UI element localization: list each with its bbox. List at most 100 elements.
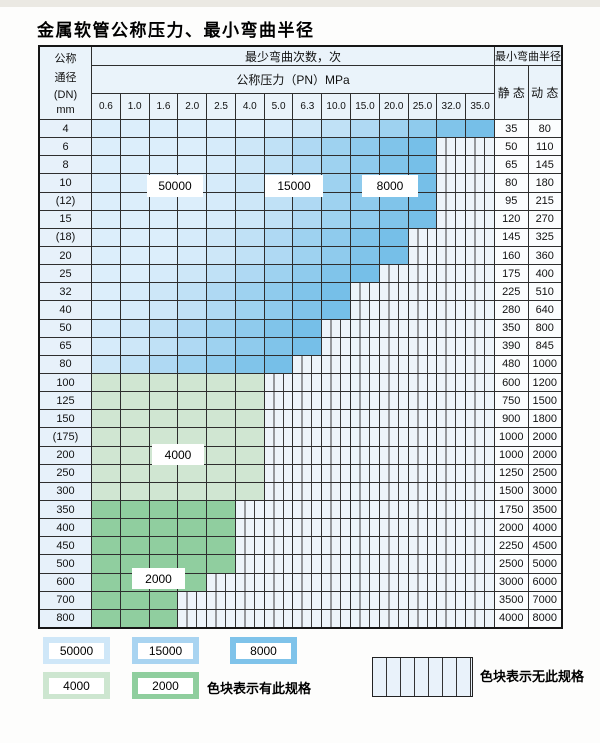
- spec-unavailable-cell: [264, 591, 294, 609]
- spec-available-cell: [178, 428, 208, 446]
- spec-unavailable-cell: [437, 464, 467, 482]
- spec-unavailable-cell: [351, 591, 380, 609]
- table-row: 80 480 1000: [40, 355, 561, 374]
- dynamic-radius-cell: 1500: [528, 392, 561, 410]
- table-row: 4 35 80: [40, 120, 561, 139]
- spec-unavailable-cell: [351, 464, 380, 482]
- spec-unavailable-cell: [264, 464, 294, 482]
- spec-unavailable-cell: [466, 482, 494, 500]
- static-radius-cell: 4000: [495, 609, 529, 627]
- spec-unavailable-cell: [379, 519, 409, 537]
- spec-unavailable-cell: [379, 265, 409, 283]
- dn-header: 公称 通径 (DN) mm: [40, 47, 92, 119]
- spec-available-cell: [207, 500, 236, 519]
- spec-available-cell: [178, 337, 208, 355]
- spec-unavailable-cell: [293, 355, 323, 373]
- pressure-zone: [92, 609, 495, 627]
- spec-unavailable-cell: [351, 319, 380, 337]
- spec-unavailable-cell: [466, 464, 494, 482]
- pressure-header-cell: 32.0: [437, 94, 467, 119]
- spec-available-cell: [264, 301, 294, 319]
- spec-available-cell: [92, 500, 121, 519]
- spec-unavailable-cell: [466, 174, 494, 192]
- spec-unavailable-cell: [322, 573, 352, 591]
- spec-unavailable-cell: [235, 609, 265, 627]
- spec-unavailable-cell: [466, 192, 494, 210]
- spec-available-cell: [207, 192, 236, 210]
- pressure-zone: [92, 246, 495, 265]
- static-radius-cell: 1500: [495, 482, 529, 500]
- spec-unavailable-cell: [437, 228, 467, 246]
- static-radius-cell: 2500: [495, 555, 529, 573]
- spec-unavailable-cell: [207, 609, 236, 627]
- spec-unavailable-cell: [437, 555, 467, 573]
- spec-available-cell: [92, 428, 121, 446]
- spec-unavailable-cell: [437, 537, 467, 555]
- spec-unavailable-cell: [293, 500, 323, 519]
- spec-unavailable-cell: [379, 573, 409, 591]
- spec-available-cell: [322, 228, 352, 246]
- spec-unavailable-cell: [466, 283, 494, 301]
- spec-available-cell: [149, 500, 179, 519]
- dn-header-line3: (DN): [53, 88, 78, 101]
- spec-available-cell: [149, 301, 179, 319]
- spec-unavailable-cell: [178, 591, 208, 609]
- dynamic-radius-cell: 2500: [528, 464, 561, 482]
- spec-available-cell: [322, 120, 352, 138]
- bend-times-header: 最少弯曲次数，次: [92, 47, 494, 66]
- table-row: 350 1750 3500: [40, 500, 561, 520]
- spec-unavailable-cell: [437, 174, 467, 192]
- pressure-zone: [92, 373, 495, 392]
- radius-header: 最小弯曲半径: [495, 47, 561, 66]
- spec-available-cell: [92, 446, 121, 464]
- spec-available-cell: [92, 228, 121, 246]
- spec-unavailable-cell: [264, 373, 294, 392]
- spec-unavailable-cell: [466, 428, 494, 446]
- spec-available-cell: [207, 464, 236, 482]
- static-radius-cell: 900: [495, 410, 529, 428]
- table-row: (175) 1000 2000: [40, 428, 561, 447]
- legend-label-15000: 15000: [138, 642, 193, 659]
- legend-swatch-4000: 4000: [43, 672, 110, 699]
- spec-unavailable-cell: [235, 537, 265, 555]
- spec-unavailable-cell: [264, 446, 294, 464]
- spec-unavailable-cell: [437, 428, 467, 446]
- spec-unavailable-cell: [379, 392, 409, 410]
- spec-unavailable-cell: [293, 410, 323, 428]
- spec-available-cell: [178, 156, 208, 174]
- spec-available-cell: [379, 228, 409, 246]
- spec-unavailable-cell: [379, 355, 409, 373]
- spec-available-cell: [178, 500, 208, 519]
- legend-available-text: 色块表示有此规格: [207, 681, 312, 696]
- legend-swatch-2000: 2000: [132, 672, 199, 699]
- table-row: 150 900 1800: [40, 410, 561, 429]
- dn-cell: 400: [40, 519, 92, 537]
- spec-available-cell: [178, 392, 208, 410]
- dynamic-radius-cell: 180: [528, 174, 561, 192]
- spec-unavailable-cell: [351, 410, 380, 428]
- spec-available-cell: [120, 283, 150, 301]
- spec-unavailable-cell: [408, 482, 438, 500]
- spec-available-cell: [92, 337, 121, 355]
- spec-available-cell: [207, 210, 236, 228]
- spec-available-cell: [149, 373, 179, 392]
- spec-unavailable-cell: [322, 591, 352, 609]
- spec-unavailable-cell: [408, 337, 438, 355]
- spec-available-cell: [178, 482, 208, 500]
- spec-unavailable-cell: [351, 355, 380, 373]
- spec-unavailable-cell: [351, 446, 380, 464]
- spec-available-cell: [178, 228, 208, 246]
- static-radius-cell: 3000: [495, 573, 529, 591]
- cycles-label-15000: 15000: [265, 175, 323, 197]
- dn-cell: 300: [40, 482, 92, 500]
- spec-available-cell: [235, 410, 265, 428]
- spec-available-cell: [149, 537, 179, 555]
- dynamic-radius-cell: 1800: [528, 410, 561, 428]
- table-row: 300 1500 3000: [40, 482, 561, 501]
- dn-header-line2: 通径: [54, 72, 77, 85]
- pressure-zone: [92, 537, 495, 555]
- pressure-zone: [92, 120, 495, 138]
- spec-unavailable-cell: [351, 283, 380, 301]
- spec-available-cell: [235, 428, 265, 446]
